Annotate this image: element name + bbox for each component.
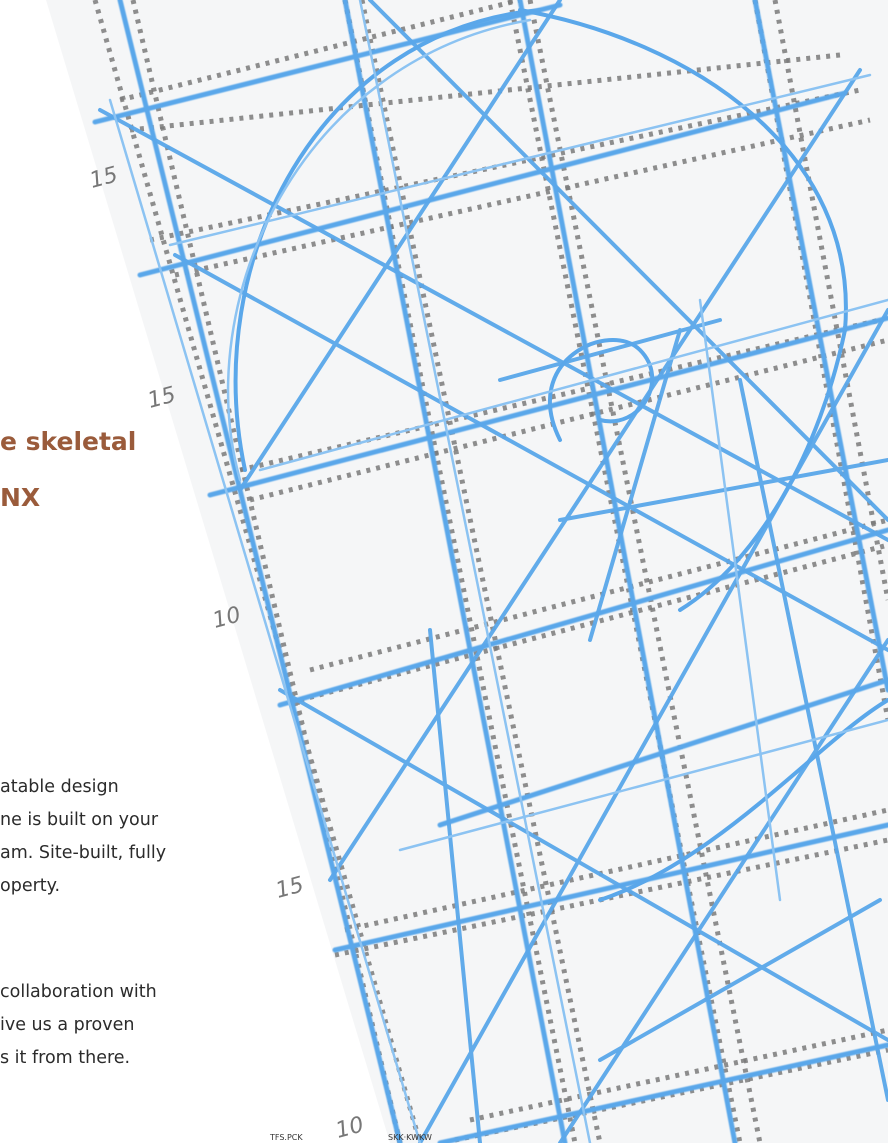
- blue-diagonal-lines: [98, 0, 888, 1143]
- scribble-note: SKK·KWKW: [388, 1133, 432, 1142]
- blue-curve-lines: [233, 8, 888, 902]
- footer-scribbles: TFS.PCK SKK·KWKW: [269, 1133, 432, 1142]
- paragraph-2-line-2: ive us a proven: [0, 1015, 135, 1035]
- light-blue-secondary-lines: [108, 0, 888, 1143]
- dimension-label: 10: [333, 1112, 367, 1143]
- dimension-label: 15: [273, 872, 307, 903]
- section-heading-line-2: NX: [0, 483, 41, 512]
- paragraph-1-line-3: am. Site-built, fully: [0, 843, 167, 863]
- paragraph-1-line-2: ne is built on your: [0, 810, 159, 830]
- paragraph-2-line-3: s it from there.: [0, 1048, 131, 1068]
- paragraph-2-line-1: collaboration with: [0, 982, 157, 1002]
- paragraph-1-line-4: operty.: [0, 876, 61, 896]
- paragraph-1-line-1: atable design: [0, 777, 119, 797]
- scribble-note: TFS.PCK: [269, 1133, 303, 1142]
- dimension-labels: 15 15 10 15 10: [87, 162, 367, 1143]
- section-heading-line-1: e skeletal: [0, 427, 137, 456]
